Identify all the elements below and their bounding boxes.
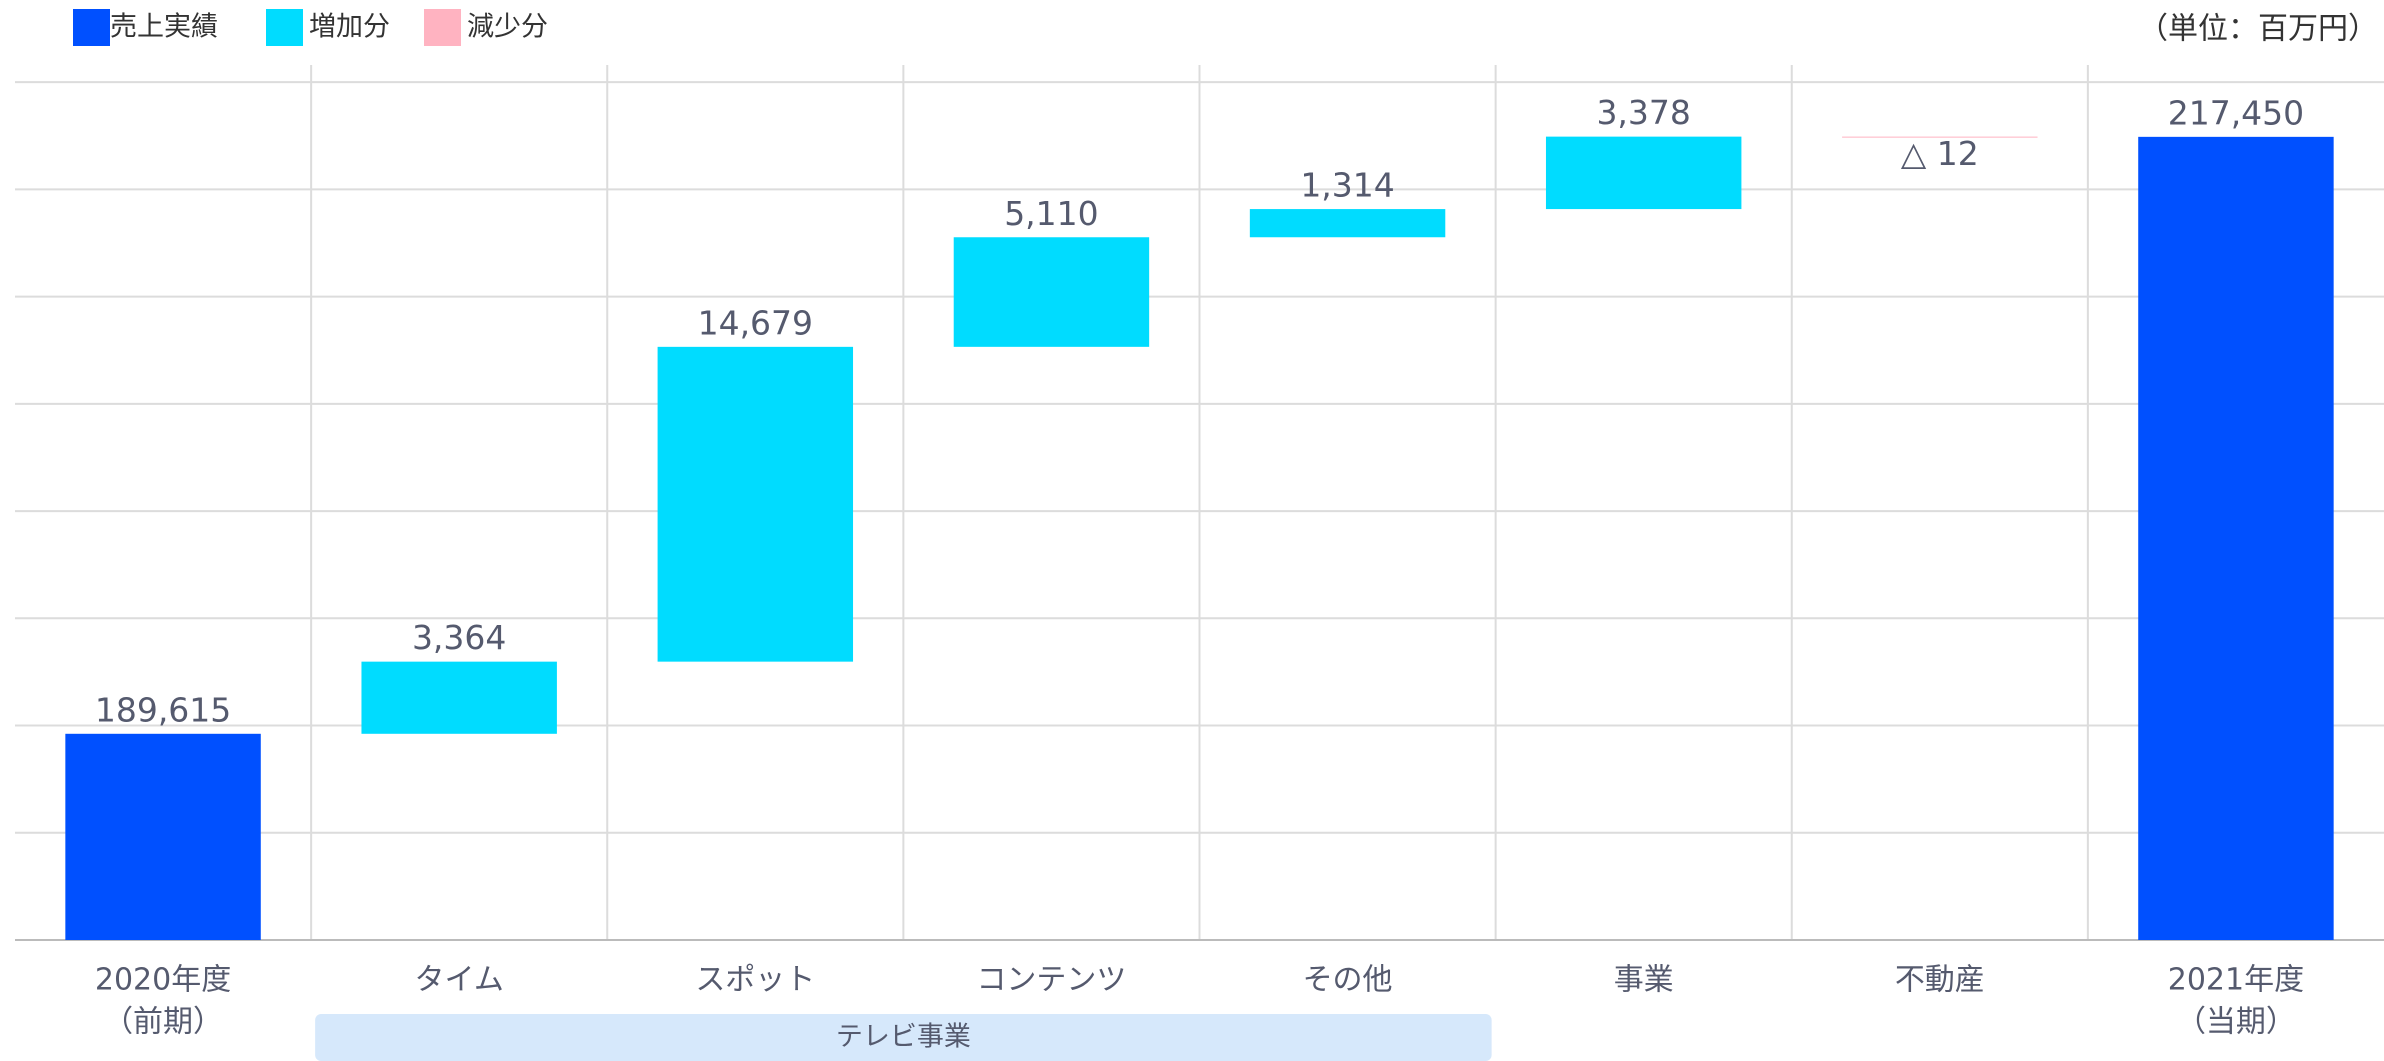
legend-swatch [424, 9, 461, 46]
legend-swatch [73, 9, 110, 46]
bar [361, 661, 557, 734]
group-label: テレビ事業 [836, 1022, 971, 1053]
x-tick-label: 2021年度 [2168, 963, 2304, 998]
x-tick-label: コンテンツ [976, 963, 1126, 998]
x-tick-label: その他 [1303, 963, 1393, 998]
value-label: 189,615 [95, 690, 231, 729]
bar [1545, 136, 1742, 210]
x-tick-label: 事業 [1614, 963, 1674, 998]
x-tick-label: （前期） [103, 1005, 223, 1040]
x-tick-label: （当期） [2176, 1005, 2296, 1040]
x-tick-label: スポット [695, 963, 815, 998]
bar [2138, 136, 2334, 940]
value-label: 3,378 [1596, 93, 1690, 132]
x-tick-label: タイム [414, 963, 503, 998]
legend-label: 減少分 [467, 12, 548, 43]
value-label: 3,364 [412, 618, 506, 657]
legend-swatch [266, 9, 303, 46]
value-label: 1,314 [1300, 166, 1394, 205]
value-label: 5,110 [1004, 194, 1098, 233]
bar [657, 346, 854, 662]
group-band [315, 1014, 1492, 1061]
unit-label: （単位：百万円） [2138, 12, 2378, 47]
value-label: △ 12 [1901, 134, 1979, 173]
bar [65, 733, 261, 940]
value-label: 14,679 [698, 303, 813, 342]
x-tick-label: 2020年度 [95, 963, 231, 998]
bar [1249, 209, 1446, 238]
value-label: 217,450 [2168, 93, 2304, 132]
bar [1842, 136, 2038, 138]
legend-label: 増加分 [309, 12, 390, 43]
legend-label: 売上実績 [110, 12, 218, 43]
x-tick-label: 不動産 [1895, 963, 1985, 998]
bar [953, 237, 1150, 347]
